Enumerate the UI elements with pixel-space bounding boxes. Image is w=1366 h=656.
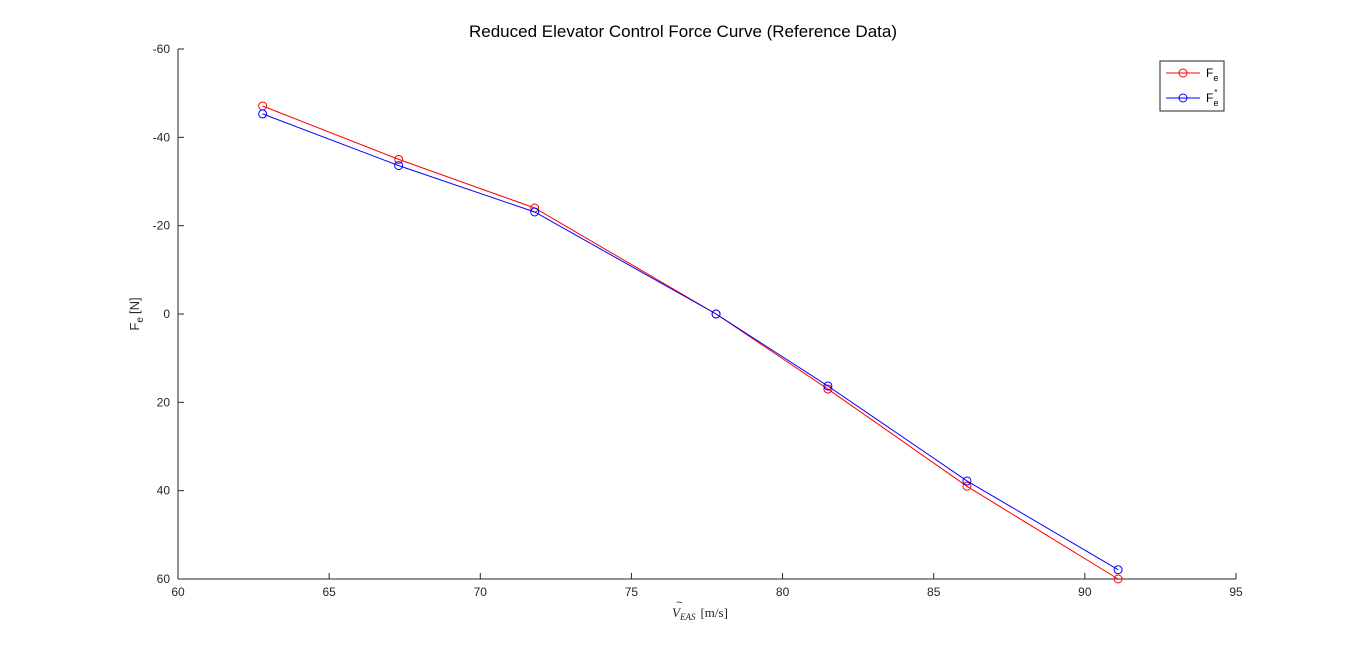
series-layer bbox=[258, 101, 1123, 584]
x-tick-label: 95 bbox=[1229, 585, 1243, 599]
y-tick-label: 0 bbox=[163, 307, 170, 321]
y-tick-label: 40 bbox=[157, 484, 171, 498]
x-axis-label: VEAS [m/s] ~ bbox=[672, 597, 728, 622]
x-axis-label-main: V bbox=[672, 605, 682, 620]
x-tick-label: 85 bbox=[927, 585, 941, 599]
x-axis-label-tilde: ~ bbox=[676, 597, 682, 609]
legend-entry-1: Fe bbox=[1166, 66, 1218, 83]
series-1 bbox=[258, 101, 1123, 584]
data-point bbox=[1113, 574, 1123, 584]
x-axis-label-text: VEAS [m/s] bbox=[672, 605, 728, 622]
chart-title: Reduced Elevator Control Force Curve (Re… bbox=[469, 22, 897, 41]
data-point bbox=[962, 481, 972, 491]
y-tick-label: -60 bbox=[153, 42, 171, 56]
y-ticks: -60 -40 -20 0 20 40 60 bbox=[153, 42, 184, 586]
series-line bbox=[262, 113, 1119, 571]
data-point bbox=[962, 476, 972, 486]
legend-label-sup: * bbox=[1214, 88, 1217, 97]
y-axis-label-unit: [N] bbox=[127, 297, 142, 314]
data-point bbox=[394, 161, 404, 171]
x-axis-label-sub: EAS bbox=[679, 612, 696, 622]
legend-entry-2: F* e bbox=[1166, 88, 1218, 108]
y-axis-label-main: F bbox=[127, 323, 142, 331]
data-point bbox=[1113, 565, 1123, 575]
data-point bbox=[394, 154, 404, 164]
x-tick-label: 65 bbox=[322, 585, 336, 599]
y-tick-label: 60 bbox=[157, 572, 171, 586]
data-point bbox=[258, 109, 268, 119]
legend-label-main: F bbox=[1206, 91, 1213, 105]
legend-label-sub: e bbox=[1213, 73, 1218, 83]
series-2 bbox=[258, 109, 1123, 575]
x-tick-label: 75 bbox=[625, 585, 639, 599]
legend-marker bbox=[1178, 93, 1188, 103]
axes bbox=[177, 49, 1236, 580]
y-tick-label: -40 bbox=[153, 130, 171, 144]
y-axis-label-text: Fe [N] bbox=[127, 297, 146, 330]
y-axis-label: Fe [N] bbox=[127, 297, 146, 330]
y-tick-label: -20 bbox=[153, 219, 171, 233]
x-tick-label: 80 bbox=[776, 585, 790, 599]
y-axis-label-sub: e bbox=[135, 317, 146, 323]
data-point bbox=[823, 381, 833, 391]
series-line bbox=[262, 105, 1119, 580]
legend-label-sub: e bbox=[1213, 98, 1218, 108]
legend-entries: FeF* e bbox=[1166, 66, 1218, 108]
x-tick-label: 70 bbox=[474, 585, 488, 599]
legend-label-main: F bbox=[1206, 66, 1213, 80]
legend-label: F* e bbox=[1206, 88, 1218, 108]
x-axis-label-unit: [m/s] bbox=[700, 605, 727, 620]
data-point bbox=[711, 309, 721, 319]
legend-box bbox=[1159, 60, 1225, 112]
legend-marker bbox=[1178, 68, 1188, 78]
data-point bbox=[530, 207, 540, 217]
x-tick-label: 90 bbox=[1078, 585, 1092, 599]
x-ticks: 60 65 70 75 80 85 90 95 bbox=[171, 573, 1243, 599]
legend-label: Fe bbox=[1206, 66, 1218, 83]
legend: FeF* e bbox=[1159, 60, 1225, 112]
x-tick-label: 60 bbox=[171, 585, 185, 599]
y-tick-label: 20 bbox=[157, 395, 171, 409]
